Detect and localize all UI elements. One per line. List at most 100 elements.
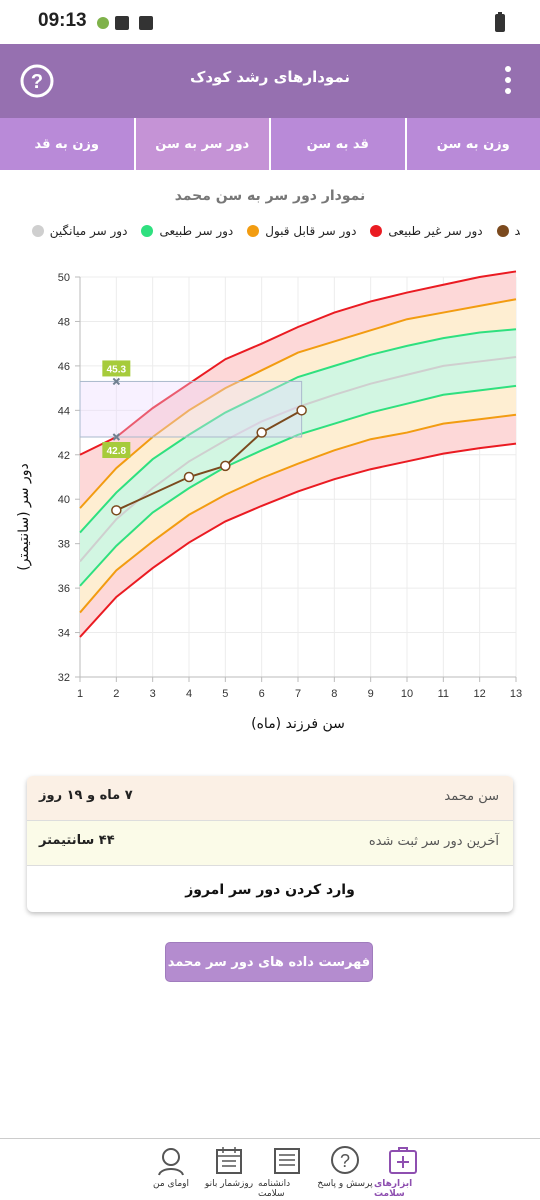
chart: نمودار دور سر به سن محمد دور سر (سانتیمت…	[16, 188, 522, 732]
band-line	[79, 384, 517, 587]
legend-swatch	[496, 225, 509, 237]
y-tick-label: 46	[58, 361, 70, 373]
band-fill	[80, 329, 516, 586]
y-tick-label: 36	[58, 583, 70, 595]
band-line	[79, 328, 517, 534]
tab[interactable]: دور سر به سن	[133, 118, 269, 170]
legend-item: دور سر میانگین	[31, 224, 128, 238]
x-tick-label: 13	[510, 688, 522, 700]
legend-label: دور سر قابل قبول	[265, 224, 357, 238]
clock: 09:13	[38, 10, 87, 31]
menu-button[interactable]	[500, 64, 516, 98]
child-point	[296, 405, 307, 416]
marker-cross	[112, 433, 121, 441]
nav-icon: ?	[331, 1146, 359, 1174]
info-card: سن محمد ۷ ماه و ۱۹ روز آخرین دور سر ثبت ش…	[27, 776, 513, 912]
y-tick-label: 38	[58, 539, 70, 551]
nav-label: روزشمار بانو	[204, 1179, 254, 1189]
legend-swatch	[31, 225, 44, 237]
marker-label: 45.3	[107, 364, 127, 375]
band-line	[79, 442, 517, 638]
nav-label: دانشنامه سلامت	[258, 1179, 291, 1199]
help-button[interactable]: ?	[20, 64, 54, 98]
band-line	[79, 270, 517, 456]
nav-item[interactable]: اومای من	[142, 1139, 200, 1200]
legend-items: محمد دور سر غیر طبیعی دور سر قابل قبول دور …	[18, 224, 520, 238]
nav-icon	[274, 1148, 300, 1174]
legend-label: دور سر غیر طبیعی	[388, 224, 483, 238]
y-tick-label: 48	[58, 316, 70, 328]
tab[interactable]: وزن به قد	[0, 118, 134, 170]
list-button[interactable]: فهرست داده های دور سر محمد	[165, 942, 373, 982]
legend-item: دور سر طبیعی	[141, 224, 233, 238]
legend-swatch	[141, 225, 154, 237]
chart-title: نمودار دور سر به سن محمد	[175, 188, 366, 204]
marker-cross	[112, 377, 121, 386]
marker-label: 42.8	[107, 446, 127, 457]
info-label: آخرین دور سر ثبت شده	[368, 834, 499, 849]
x-tick-label: 8	[331, 688, 337, 700]
legend-swatch	[247, 225, 260, 237]
status-bar: 09:13	[0, 0, 540, 44]
svg-text:?: ?	[340, 1151, 350, 1171]
battery-icon	[495, 12, 505, 32]
x-tick-label: 7	[295, 688, 301, 700]
y-tick-label: 42	[58, 450, 70, 462]
x-tick-label: 1	[77, 688, 83, 700]
y-tick-label: 44	[58, 405, 70, 417]
nav-item[interactable]: روزشمار بانو	[200, 1139, 258, 1200]
legend: محمد دور سر غیر طبیعی دور سر قابل قبول دور …	[0, 224, 520, 248]
info-value: ۷ ماه و ۱۹ روز	[39, 788, 133, 803]
nav-icon	[158, 1148, 184, 1176]
x-axis-label: سن فرزند (ماه)	[251, 716, 345, 732]
legend-item: دور سر غیر طبیعی	[370, 224, 483, 238]
child-point	[183, 471, 195, 483]
nav-label: پرسش و پاسخ	[317, 1179, 373, 1189]
info-row: آخرین دور سر ثبت شده ۴۴ سانتیمتر	[27, 821, 513, 866]
tab[interactable]: قد به سن	[269, 118, 405, 170]
x-tick-label: 12	[474, 688, 486, 700]
legend-label: دور سر میانگین	[49, 224, 128, 238]
x-tick-label: 6	[259, 688, 265, 700]
info-label: سن محمد	[444, 789, 499, 804]
nav-item[interactable]: ? پرسش و پاسخ	[316, 1139, 374, 1200]
nav-icon	[216, 1147, 242, 1174]
legend-label: محمد	[514, 224, 520, 238]
x-tick-label: 11	[438, 688, 449, 700]
child-point	[111, 505, 122, 516]
bottom-nav: ابزارهای سلامت? پرسش و پاسخ دانشنامه سلامت…	[0, 1138, 540, 1200]
status-icons	[97, 16, 153, 30]
nav-label: ابزارهای سلامت	[374, 1179, 413, 1199]
y-tick-label: 32	[58, 672, 70, 684]
y-axis-label: دور سر (سانتیمتر)	[16, 463, 32, 570]
tab[interactable]: وزن به سن	[404, 118, 540, 170]
x-tick-label: 4	[186, 688, 192, 700]
add-measurement[interactable]: وارد کردن دور سر امروز	[185, 881, 355, 898]
legend-item: دور سر قابل قبول	[247, 224, 356, 238]
nav-item[interactable]: دانشنامه سلامت	[258, 1139, 316, 1200]
info-value: ۴۴ سانتیمتر	[39, 833, 115, 848]
tab-bar: وزن به سن قد به سن دور سر به سن وزن به قد	[0, 118, 540, 170]
info-row: سن محمد ۷ ماه و ۱۹ روز	[27, 776, 513, 821]
band-line	[79, 413, 517, 614]
x-tick-label: 2	[113, 688, 119, 700]
y-tick-label: 40	[58, 494, 70, 506]
nav-icon	[389, 1147, 417, 1174]
x-tick-label: 5	[222, 688, 228, 700]
svg-text:?: ?	[31, 71, 43, 93]
child-point	[256, 427, 267, 438]
nav-label: اومای من	[153, 1179, 189, 1189]
app-bar: ? نمودارهای رشد کودک	[0, 44, 540, 118]
x-tick-label: 10	[401, 688, 413, 700]
legend-swatch	[370, 225, 383, 237]
child-point	[220, 460, 231, 472]
y-tick-label: 34	[58, 628, 70, 640]
app-title: نمودارهای رشد کودک	[189, 68, 351, 86]
x-tick-label: 3	[150, 688, 156, 700]
y-tick-label: 50	[58, 272, 70, 284]
legend-item: محمد	[496, 224, 520, 238]
legend-label: دور سر طبیعی	[159, 224, 234, 238]
nav-item[interactable]: ابزارهای سلامت	[374, 1139, 432, 1200]
range-box	[79, 380, 303, 438]
